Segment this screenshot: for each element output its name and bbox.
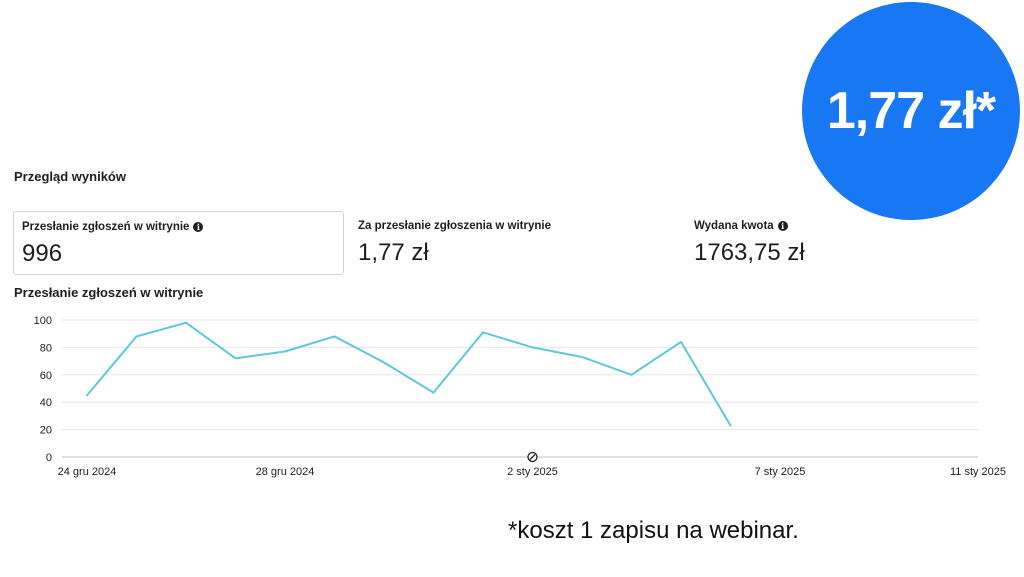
series-line (86, 321, 732, 427)
metric-card-amount-spent[interactable]: Wydana kwota i 1763,75 zł (686, 211, 1006, 275)
x-tick-label: 24 gru 2024 (58, 466, 117, 478)
metric-label-text: Wydana kwota (694, 220, 774, 232)
x-tick-label: 2 sty 2025 (507, 466, 558, 478)
x-tick-label: 11 sty 2025 (950, 466, 1006, 478)
y-tick-label: 60 (40, 370, 52, 382)
metric-label: Wydana kwota i (694, 220, 788, 232)
line-chart: 0 20 40 60 80 100 24 gru 2024 28 gru 2024 2 sty … (0, 310, 1024, 485)
edit-icon-stroke (529, 454, 536, 460)
x-tick-label: 28 gru 2024 (256, 466, 315, 478)
metric-label: Za przesłanie zgłoszenia w witrynie (358, 220, 551, 232)
metric-card-cost-per-submission[interactable]: Za przesłanie zgłoszenia w witrynie 1,77… (350, 211, 670, 275)
metric-label: Przesłanie zgłoszeń w witrynie i (22, 221, 204, 233)
x-tick-label: 7 sty 2025 (755, 466, 806, 478)
overview-title: Przegląd wyników (14, 169, 126, 184)
y-tick-label: 0 (46, 452, 52, 464)
y-tick-label: 40 (40, 397, 52, 409)
metric-label-text: Za przesłanie zgłoszenia w witrynie (358, 220, 552, 232)
edit-icon (527, 451, 538, 463)
y-tick-label: 20 (40, 425, 52, 437)
metric-label-text: Przesłanie zgłoszeń w witrynie (22, 221, 190, 233)
y-tick-label: 80 (40, 342, 52, 354)
cost-badge: 1,77 zł* (802, 2, 1020, 220)
metric-value: 1763,75 zł (694, 239, 805, 266)
chart-title: Przesłanie zgłoszeń w witrynie (14, 285, 204, 300)
metric-value: 996 (22, 240, 63, 267)
info-icon[interactable]: i (777, 221, 788, 231)
footnote: *koszt 1 zapisu na webinar. (508, 517, 799, 544)
metric-card-form-submissions[interactable]: Przesłanie zgłoszeń w witrynie i 996 (13, 211, 344, 275)
metric-value: 1,77 zł (358, 239, 429, 266)
results-panel (0, 158, 1024, 490)
cost-badge-text: 1,77 zł* (826, 82, 996, 140)
y-tick-label: 100 (34, 315, 52, 327)
chart-svg: 0 20 40 60 80 100 24 gru 2024 28 gru 2024 2 sty … (34, 315, 1006, 478)
info-icon[interactable]: i (193, 222, 204, 232)
